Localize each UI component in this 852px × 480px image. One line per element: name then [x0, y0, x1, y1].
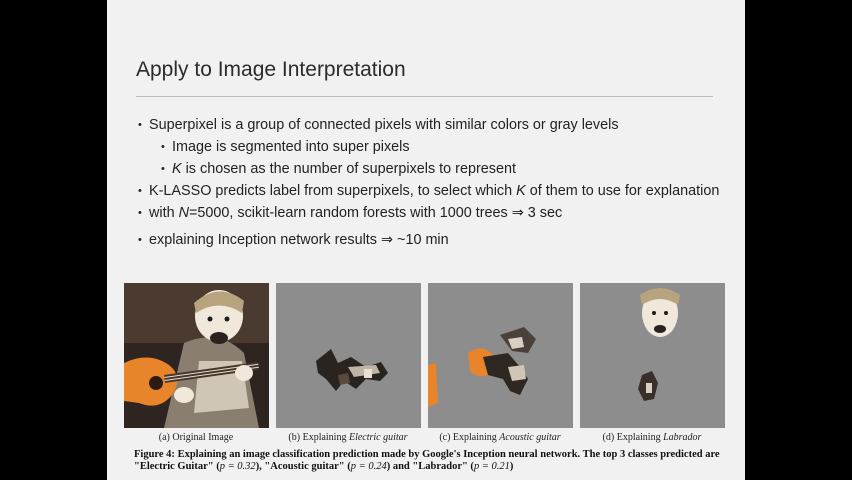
bullet-item: with N=5000, scikit-learn random forests…	[136, 205, 726, 222]
caption-text: (c) Explaining	[439, 432, 500, 443]
slide-title: Apply to Image Interpretation	[136, 58, 406, 81]
bullet-list: Superpixel is a group of connected pixel…	[136, 117, 726, 254]
electric-guitar-superpixels	[276, 283, 421, 428]
bullet-text: is chosen as the number of superpixels t…	[181, 161, 516, 177]
caption-class: Labrador	[663, 432, 702, 443]
probability-acoustic: p = 0.24	[350, 461, 387, 472]
probability-labrador: p = 0.21	[473, 461, 510, 472]
bullet-text: Superpixel is a group of connected pixel…	[149, 117, 619, 133]
caption-electric-guitar: (b) Explaining Electric guitar	[272, 432, 424, 443]
caption-body: ), "Acoustic guitar" (	[255, 461, 351, 472]
figure-4: (a) Original Image (b) Explaining Electr…	[124, 283, 728, 446]
bullet-text: explaining Inception network results ⇒ ~…	[149, 232, 449, 248]
caption-text: (a) Original Image	[158, 432, 234, 443]
sub-bullet-item: K is chosen as the number of superpixels…	[159, 161, 726, 178]
caption-acoustic-guitar: (c) Explaining Acoustic guitar	[424, 432, 576, 443]
math-variable: K	[172, 161, 182, 177]
title-divider	[136, 96, 713, 97]
bullet-item: explaining Inception network results ⇒ ~…	[136, 232, 726, 249]
figure-label: Figure 4:	[134, 449, 175, 460]
sub-bullet-item: Image is segmented into super pixels	[159, 139, 726, 156]
probability-electric: p = 0.32	[219, 461, 256, 472]
caption-text: (d) Explaining	[602, 432, 664, 443]
electric-guitar-explanation-panel	[276, 283, 421, 428]
slide: Apply to Image Interpretation Superpixel…	[107, 0, 745, 480]
caption-original: (a) Original Image	[120, 432, 272, 443]
labrador-explanation-panel	[580, 283, 725, 428]
math-variable: N	[178, 205, 189, 221]
caption-text: (b) Explaining	[288, 432, 349, 443]
caption-body: )	[509, 461, 514, 472]
acoustic-guitar-superpixels	[428, 283, 573, 428]
math-variable: K	[516, 183, 526, 199]
panel-captions: (a) Original Image (b) Explaining Electr…	[124, 432, 728, 446]
bullet-text: with	[149, 205, 179, 221]
labrador-superpixels	[580, 283, 725, 428]
caption-body: ) and "Labrador" (	[386, 461, 474, 472]
caption-labrador: (d) Explaining Labrador	[576, 432, 728, 443]
bullet-text: Image is segmented into super pixels	[172, 139, 410, 155]
bullet-text: K-LASSO predicts label from superpixels,…	[149, 183, 517, 199]
bullet-item: K-LASSO predicts label from superpixels,…	[136, 183, 726, 200]
dog-with-guitar-image	[124, 283, 269, 428]
caption-class: Acoustic guitar	[499, 432, 561, 443]
bullet-text: of them to use for explanation	[525, 183, 720, 199]
bullet-text: =5000, scikit-learn random forests with …	[189, 205, 563, 221]
original-image-panel	[124, 283, 269, 428]
caption-body: Explaining an image classification predi…	[134, 449, 720, 472]
bullet-item: Superpixel is a group of connected pixel…	[136, 117, 726, 134]
figure-panels	[124, 283, 728, 429]
caption-class: Electric guitar	[348, 432, 408, 443]
acoustic-guitar-explanation-panel	[428, 283, 573, 428]
figure-caption: Figure 4: Explaining an image classifica…	[134, 449, 734, 473]
